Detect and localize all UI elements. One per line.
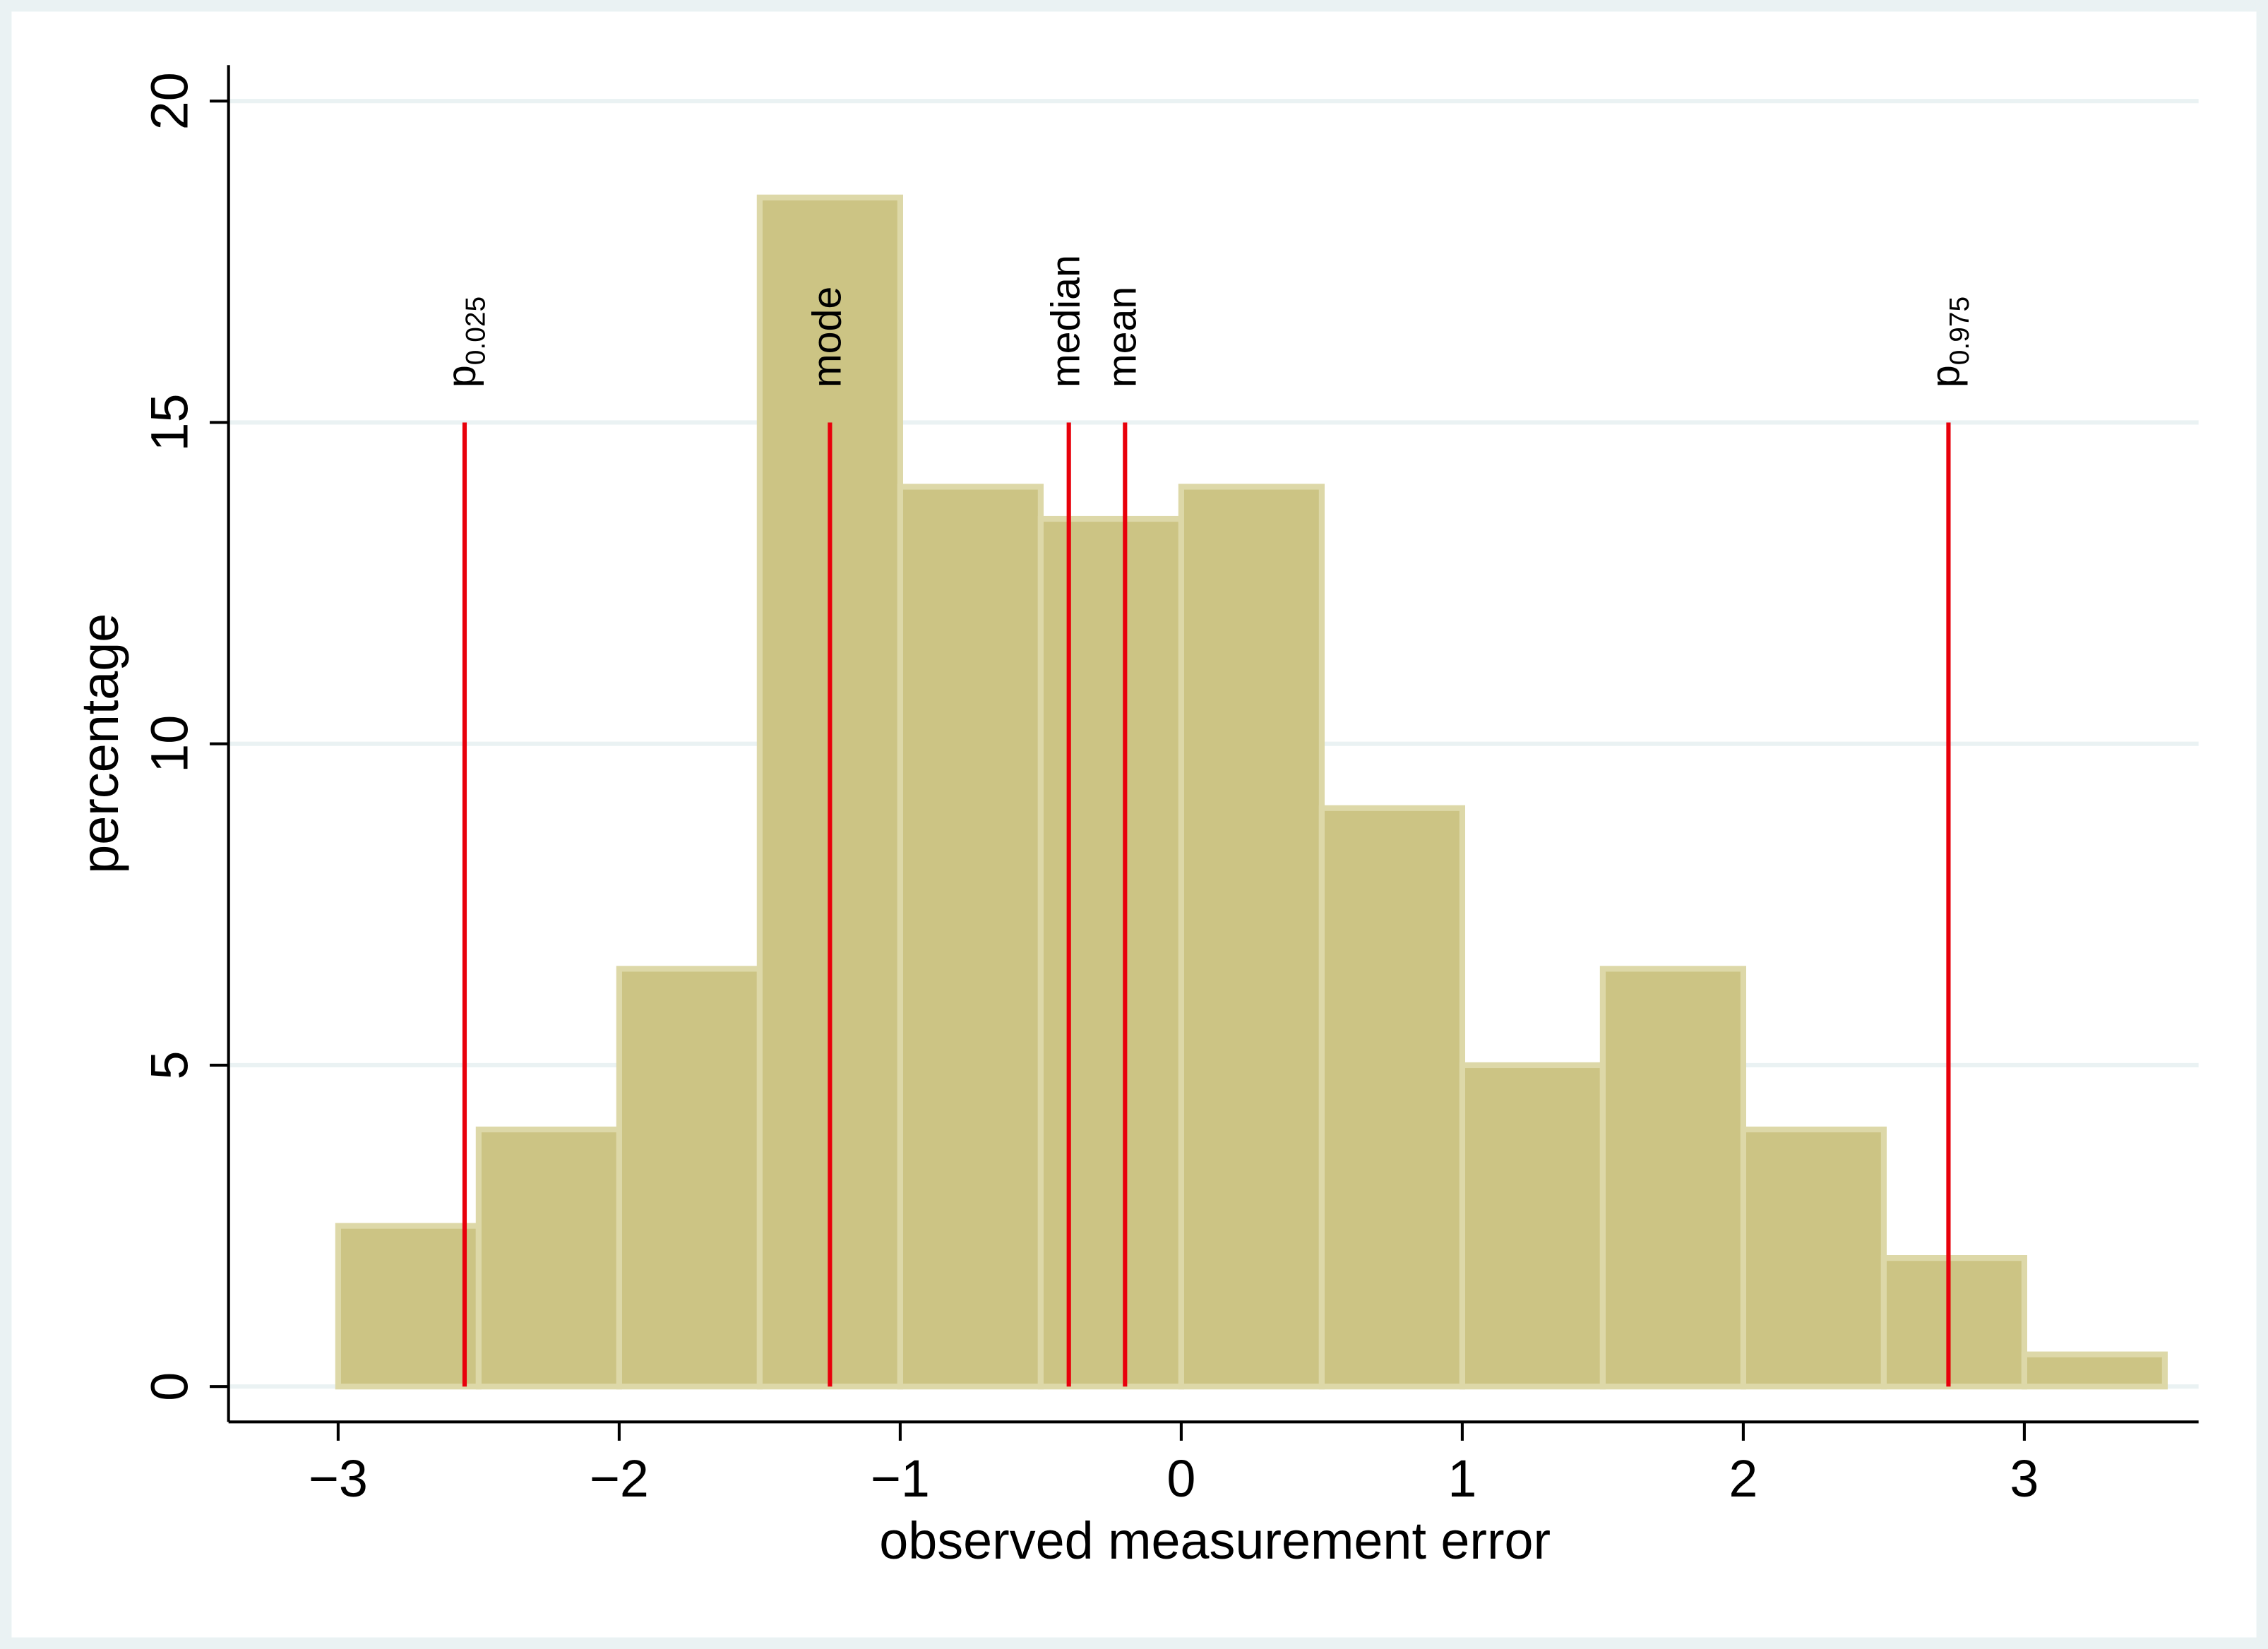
bar	[475, 1126, 622, 1390]
annotation-subscript: 0.975	[1945, 296, 1975, 365]
bar	[1599, 966, 1747, 1390]
x-tick-label: 1	[1448, 1449, 1476, 1508]
annotation-label: p0.025	[439, 296, 491, 388]
bar	[1318, 805, 1465, 1390]
bar	[1740, 1126, 1887, 1390]
x-tick-label: −1	[871, 1449, 930, 1508]
bar	[335, 1223, 482, 1390]
bar	[1459, 1062, 1606, 1390]
y-tick-label: 10	[140, 715, 198, 773]
x-tick-label: 0	[1166, 1449, 1195, 1508]
annotation-label: mode	[805, 287, 850, 388]
x-tick-label: −2	[590, 1449, 649, 1508]
annotation-label: median	[1044, 255, 1089, 388]
y-tick-label: 15	[140, 393, 198, 451]
bar	[1037, 515, 1184, 1390]
annotation-text: median	[1044, 255, 1089, 388]
y-tick-label: 5	[140, 1050, 198, 1079]
annotation-text: mode	[805, 287, 850, 388]
bar	[897, 484, 1044, 1390]
bar	[1178, 484, 1325, 1390]
annotation-text: p	[1923, 365, 1969, 388]
annotation-subscript: 0.025	[461, 296, 491, 365]
y-tick-label: 0	[140, 1372, 198, 1401]
x-tick-label: 3	[2010, 1449, 2039, 1508]
y-axis-title: percentage	[71, 613, 129, 874]
x-axis-title: observed measurement error	[879, 1511, 1551, 1570]
annotation-text: mean	[1099, 287, 1145, 388]
bar	[2021, 1351, 2168, 1390]
y-tick-label: 20	[140, 72, 198, 130]
x-tick-label: −3	[309, 1449, 368, 1508]
x-tick-label: 2	[1729, 1449, 1757, 1508]
bar	[1880, 1255, 2028, 1390]
annotation-text: p	[439, 365, 484, 388]
annotation-label: p0.975	[1923, 296, 1976, 388]
annotation-label: mean	[1099, 287, 1145, 388]
bar	[616, 966, 763, 1390]
